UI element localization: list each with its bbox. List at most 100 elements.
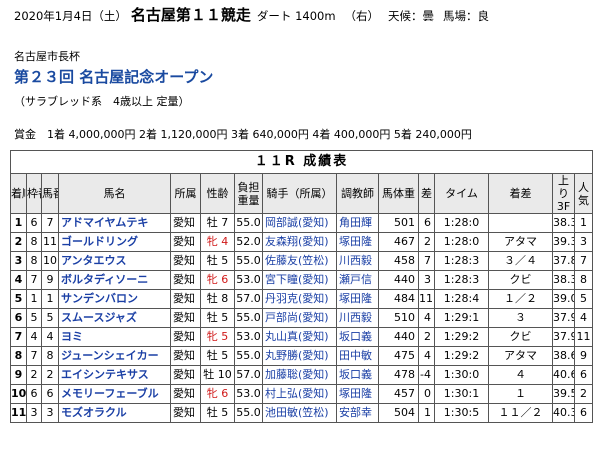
last3f-cell: 39.3 [552,232,575,252]
time-cell: 1:28:3 [434,251,489,271]
rank-cell: 9 [10,365,27,385]
affiliation-cell: 愛知 [170,403,201,423]
trainer-link[interactable]: 安部幸 [336,403,379,423]
affiliation-cell: 愛知 [170,346,201,366]
margin-cell: １／２ [488,289,553,309]
body-weight-cell: 440 [378,327,419,347]
table-row: 11 3 3 モズオラクル 愛知牡 5 55.0 池田敏(笠松) 安部幸 504 1 1:30:5 １… [10,403,594,423]
rank-cell: 7 [10,327,27,347]
sex-age-cell: 牡 5 [200,346,235,366]
jockey-link[interactable]: 佐藤友(笠松) [262,251,337,271]
sex-age-cell: 牡 8 [200,289,235,309]
col-diff: 差 [418,173,435,214]
jockey-link[interactable]: 岡部誠(愛知) [262,213,337,233]
jockey-link[interactable]: 丹羽克(愛知) [262,289,337,309]
jockey-link[interactable]: 宮下瞳(愛知) [262,270,337,290]
trainer-link[interactable]: 瀬戸信 [336,270,379,290]
body-weight-cell: 504 [378,403,419,423]
affiliation-cell: 愛知 [170,327,201,347]
age-label: 5 [221,349,229,362]
rank-cell: 1 [10,213,27,233]
body-weight-cell: 475 [378,346,419,366]
rank-cell: 8 [10,346,27,366]
time-cell: 1:28:3 [434,270,489,290]
horse-name-link[interactable]: ボルタディソーニ [58,270,171,290]
horse-name-link[interactable]: サンデンバロン [58,289,171,309]
number-cell: 11 [41,232,59,252]
trainer-link[interactable]: 田中敏 [336,346,379,366]
affiliation-cell: 愛知 [170,308,201,328]
trainer-link[interactable]: 川西毅 [336,251,379,271]
jockey-link[interactable]: 加藤聡(愛知) [262,365,337,385]
race-prize-money: 賞金 1着 4,000,000円 2着 1,120,000円 3着 640,00… [14,128,472,141]
col-body-weight: 馬体重 [378,173,419,214]
horse-name-link[interactable]: エイシンテキサス [58,365,171,385]
weight-diff-cell: 3 [418,270,435,290]
frame-cell: 4 [26,327,42,347]
trainer-link[interactable]: 川西毅 [336,308,379,328]
trainer-link[interactable]: 塚田隆 [336,232,379,252]
trainer-link[interactable]: 坂口義 [336,365,379,385]
horse-name-link[interactable]: ゴールドリング [58,232,171,252]
sex-age-cell: 牡 5 [200,251,235,271]
horse-name-link[interactable]: ヨミ [58,327,171,347]
weight-cell: 55.0 [234,346,263,366]
jockey-link[interactable]: 丸山真(愛知) [262,327,337,347]
race-date: 2020年1月4日 [14,9,93,23]
horse-name-link[interactable]: スムースジャズ [58,308,171,328]
horse-name-link[interactable]: アドマイヤムテキ [58,213,171,233]
weight-cell: 55.0 [234,403,263,423]
col-trainer: 調教師 [336,173,379,214]
sex-label: 牝 [206,273,218,286]
time-cell: 1:29:2 [434,346,489,366]
jockey-link[interactable]: 戸部尚(愛知) [262,308,337,328]
jockey-link[interactable]: 丸野勝(愛知) [262,346,337,366]
time-cell: 1:29:2 [434,327,489,347]
age-label: 5 [221,254,229,267]
trainer-link[interactable]: 塚田隆 [336,384,379,404]
weight-diff-cell: 11 [418,289,435,309]
horse-name-link[interactable]: モズオラクル [58,403,171,423]
popularity-cell: 6 [573,365,594,385]
affiliation-cell: 愛知 [170,232,201,252]
trainer-link[interactable]: 坂口義 [336,327,379,347]
popularity-cell: 5 [573,289,594,309]
weight-cell: 55.0 [234,213,263,233]
body-weight-cell: 467 [378,232,419,252]
weight-diff-cell: 4 [418,346,435,366]
horse-name-link[interactable]: メモリーフェーブル [58,384,171,404]
jockey-link[interactable]: 池田敏(笠松) [262,403,337,423]
weight-cell: 55.0 [234,308,263,328]
col-time: タイム [434,173,489,214]
number-cell: 7 [41,213,59,233]
jockey-link[interactable]: 友森翔(愛知) [262,232,337,252]
age-label: 5 [221,330,229,343]
frame-cell: 6 [26,213,42,233]
col-affiliation: 所属 [170,173,201,214]
age-label: 5 [221,406,229,419]
time-cell: 1:30:1 [434,384,489,404]
weight-cell: 53.0 [234,270,263,290]
table-row: 9 2 2 エイシンテキサス 愛知牡 10 57.0 加藤聡(愛知) 坂口義 478 -4 1:30… [10,365,594,385]
trainer-link[interactable]: 塚田隆 [336,289,379,309]
weight-cell: 57.0 [234,289,263,309]
weight-diff-cell: 2 [418,232,435,252]
popularity-cell: 9 [573,346,594,366]
horse-name-link[interactable]: ジューンシェイカー [58,346,171,366]
horse-name-link[interactable]: アンタエウス [58,251,171,271]
col-margin: 着差 [488,173,553,214]
number-cell: 4 [41,327,59,347]
rank-cell: 10 [10,384,27,404]
jockey-link[interactable]: 村上弘(愛知) [262,384,337,404]
race-direction: （右） [344,9,380,23]
age-label: 6 [221,273,229,286]
trainer-link[interactable]: 角田輝 [336,213,379,233]
time-cell: 1:30:0 [434,365,489,385]
popularity-cell: 6 [573,403,594,423]
weight-cell: 53.0 [234,327,263,347]
last3f-cell: 40.3 [552,403,575,423]
results-table: １１R 成績表 着順 枠番 馬番 馬名 所属 性齢 負担重量 騎手（所属） 調教… [9,150,594,423]
sex-age-cell: 牡 5 [200,308,235,328]
race-sponsor: 名古屋市長杯 [14,50,80,63]
table-row: 2 8 11 ゴールドリング 愛知牝 4 52.0 友森翔(愛知) 塚田隆 467 2 1:28:0… [10,232,594,252]
